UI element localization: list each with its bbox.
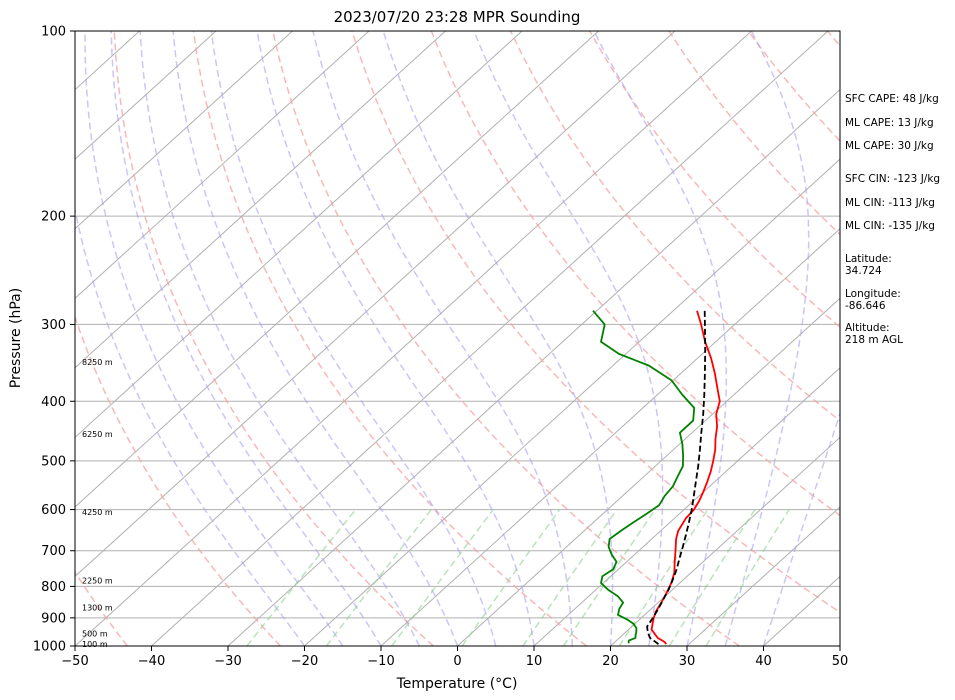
height-label: 1300 m [82,603,113,612]
parcel-profile [646,310,707,645]
moist-adiabat-line [75,205,306,646]
mixing-ratio-line [522,509,618,646]
isotherm-line [533,367,840,646]
moist-adiabat-line [382,31,614,646]
dewpoint-profile [592,310,696,644]
height-label: 4250 m [82,508,113,517]
isotherm-line [75,31,676,578]
y-tick-label: 900 [41,611,66,626]
sfc-cape-text: SFC CAPE: 48 J/kg [845,93,939,105]
isotherm-line [457,297,840,646]
isotherm-line [75,31,217,160]
axis-ticks: −50 −40 −30 −20 −10 0 10 20 30 40 50 100 200 300 400 50… [33,25,848,670]
y-tick-label: 700 [41,544,66,559]
mixing-ratio-line [391,509,494,646]
ml-cin-text-1: ML CIN: -113 J/kg [845,197,935,209]
ml-cape-text-1: ML CAPE: 13 J/kg [845,117,934,129]
y-axis-label: Pressure (hPa) [8,288,24,388]
x-axis-label: Temperature (°C) [396,676,518,692]
dry-adiabat-line [509,31,840,422]
mixing-ratio-line [562,509,656,646]
isotherm-line [380,228,840,646]
moist-adiabat-line [172,31,459,646]
isotherm-line [686,506,840,646]
dry-adiabat-line [351,31,840,614]
moist-adiabat-line [593,31,728,646]
x-tick-label: −30 [214,654,241,669]
isotherm-line [151,31,829,646]
dry-adiabat-line [272,31,740,646]
x-tick-label: −50 [61,654,88,669]
moist-adiabat-line [210,31,497,646]
ml-cape-text-2: ML CAPE: 30 J/kg [845,140,934,152]
x-tick-label: −40 [138,654,165,669]
height-label: 100 m [82,640,108,649]
isotherm-line [227,88,840,646]
mixing-ratio-line [668,509,756,646]
mixing-ratio-line [461,509,561,646]
isotherm-line [304,158,840,646]
height-label: 8250 m [82,358,113,367]
dry-adiabat-line [192,31,587,646]
y-tick-label: 200 [41,210,66,225]
y-tick-label: 1000 [33,640,66,655]
x-tick-label: 0 [453,654,461,669]
x-tick-label: 50 [832,654,849,669]
x-tick-label: −20 [291,654,318,669]
height-label: 500 m [82,630,108,639]
y-tick-label: 300 [41,318,66,333]
x-tick-label: 30 [679,654,696,669]
x-tick-label: 10 [526,654,543,669]
y-tick-label: 800 [41,580,66,595]
height-label: 6250 m [82,430,113,439]
x-tick-label: 20 [602,654,619,669]
mixing-ratio-line [246,509,357,646]
moist-adiabat-line [256,31,535,646]
chart-title: 2023/07/20 23:28 MPR Sounding [334,8,581,26]
mixing-ratio-line [618,509,709,646]
latitude-value: 34.724 [845,265,882,277]
moist-adiabat-line [139,31,420,646]
mixing-ratio-line [705,509,790,646]
dry-adiabat-line [75,314,281,646]
altitude-label: Altitude: [845,322,890,334]
x-tick-label: −10 [367,654,394,669]
mixing-ratio-line [325,509,432,646]
longitude-label: Longitude: [845,288,901,300]
moist-adiabat-line [84,31,344,646]
altitude-value: 218 m AGL [845,334,903,346]
isotherm-line [75,31,523,439]
moist-adiabat-line [473,31,664,646]
x-tick-label: 40 [755,654,772,669]
isotherm-line [610,436,840,646]
temperature-profile [650,310,721,645]
isotherm-line [75,31,446,369]
longitude-value: -86.646 [845,300,886,312]
background-lines [75,31,840,646]
data-series [592,310,721,645]
y-tick-label: 600 [41,503,66,518]
sfc-cin-text: SFC CIN: -123 J/kg [845,173,940,185]
isotherm-line [75,31,752,646]
dry-adiabat-line [430,31,840,517]
latitude-label: Latitude: [845,253,892,265]
y-tick-label: 100 [41,25,66,40]
y-tick-label: 400 [41,395,66,410]
y-tick-label: 500 [41,454,66,469]
moist-adiabat-line [724,31,810,646]
moist-adiabat-line [312,31,574,646]
height-label: 2250 m [82,576,113,585]
isotherm-line [75,31,599,508]
ml-cin-text-2: ML CIN: -135 J/kg [845,220,935,232]
moist-adiabat-line [762,411,840,646]
sounding-annotations: SFC CAPE: 48 J/kg ML CAPE: 13 J/kg ML CA… [845,93,940,346]
isotherm-line [75,31,293,230]
isotherm-line [75,31,370,299]
moist-adiabat-line [110,31,382,646]
